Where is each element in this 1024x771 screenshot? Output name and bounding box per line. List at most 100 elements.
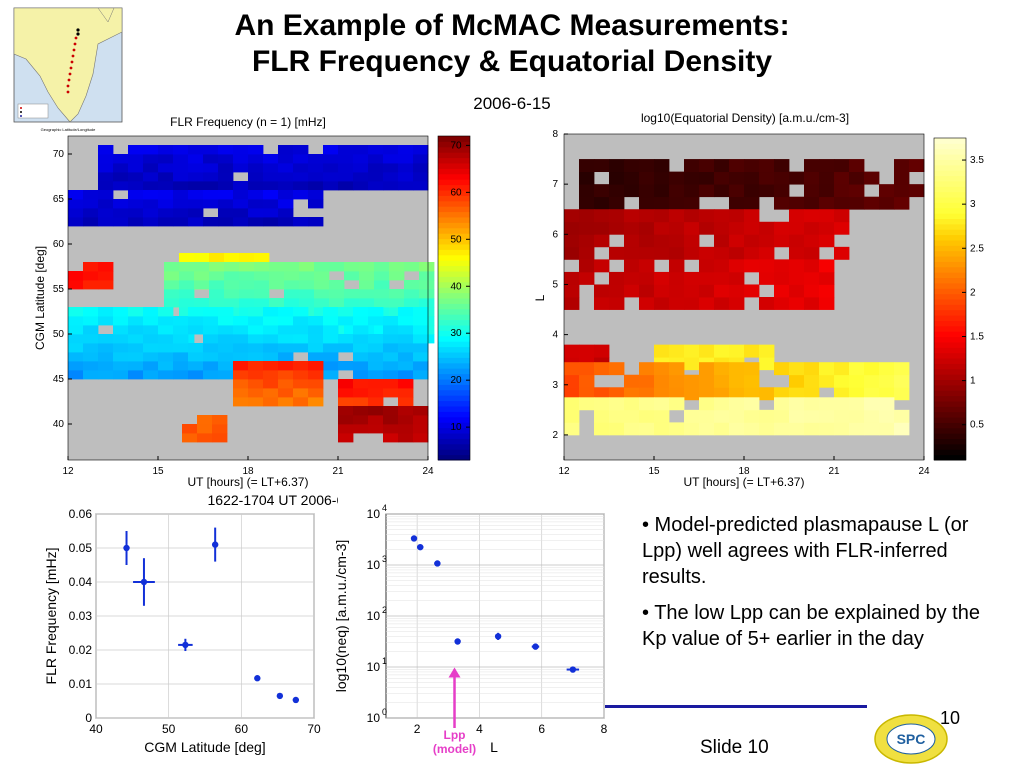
flr-heatmap-cell (263, 388, 279, 398)
density-heatmap-cell (699, 374, 715, 388)
density-heatmap-cell (819, 297, 835, 310)
flr-heatmap-cell (338, 154, 354, 164)
density-heatmap-cell (864, 387, 880, 401)
density-heatmap-cell (714, 284, 730, 298)
flr-heatmap-cell (164, 280, 180, 290)
slide-label: Slide 10 (700, 737, 769, 758)
density-colorbar-step (934, 282, 966, 289)
density-colorbar-step (934, 395, 966, 402)
density-colorbar-tick-label: 3 (970, 199, 976, 210)
flr-colorbar-step (438, 206, 470, 213)
flr-heatmap-cell (383, 181, 399, 191)
flr-heatmap-cell (209, 271, 225, 281)
flr-heatmap-cell (212, 415, 228, 425)
density-heatmap-cell (894, 422, 910, 436)
flr-heatmap-cell (413, 343, 429, 353)
density-heatmap-cell (804, 184, 820, 198)
flr-heatmap-cell (98, 307, 114, 317)
flr-heatmap-cell (248, 388, 264, 398)
flr-heatmap-cell (203, 190, 219, 200)
flr-heatmap-cell (398, 325, 414, 335)
flr-scatter-y-ticks: 0 0.01 0.02 0.03 0.04 0.05 0.06 (69, 507, 93, 725)
density-heatmap-xlabel: UT [hours] (= LT+6.37) (684, 475, 805, 489)
density-colorbar-step (934, 256, 966, 262)
flr-heatmap-cell (173, 172, 189, 182)
flr-heatmap-cell (143, 343, 159, 353)
flr-heatmap-cell (188, 352, 204, 362)
flr-heatmap-cell (248, 325, 264, 335)
density-heatmap-cell (669, 362, 685, 376)
flr-heatmap-cell (233, 217, 249, 227)
flr-heatmap-cell (308, 217, 324, 227)
density-heatmap-cell (699, 184, 715, 198)
density-heatmap-cell (699, 246, 715, 260)
density-heatmap-cell (594, 344, 610, 358)
flr-heatmap-cell (398, 397, 414, 407)
flr-heatmap-cell (158, 217, 174, 227)
flr-heatmap-cell (143, 199, 159, 209)
flr-scatter-y-tick-label: 0.03 (69, 609, 93, 623)
density-heatmap-cell (684, 284, 700, 298)
flr-heatmap-cell (353, 379, 369, 389)
flr-heatmap-cell (98, 190, 114, 200)
density-heatmap-cell (789, 387, 805, 401)
flr-heatmap-cell (128, 352, 144, 362)
flr-heatmap-cell (83, 190, 99, 200)
flr-scatter-xlabel: CGM Latitude [deg] (144, 739, 265, 755)
density-heatmap-cell (789, 409, 805, 423)
flr-heatmap-cell (308, 361, 324, 371)
density-colorbar-step (934, 336, 966, 343)
density-heatmap-cell (639, 221, 655, 235)
density-heatmap-cell (669, 209, 685, 223)
flr-heatmap-cell (113, 325, 129, 335)
flr-colorbar-step (438, 190, 470, 196)
density-heatmap-cell (879, 374, 895, 388)
flr-heatmap-cell (179, 298, 195, 308)
density-colorbar-step (934, 299, 966, 305)
density-heatmap-cell (774, 159, 790, 173)
density-heatmap-cell (579, 246, 595, 260)
flr-heatmap-cell (128, 316, 144, 326)
density-heatmap-x-tick-label: 21 (828, 466, 840, 477)
flr-heatmap-cell (374, 298, 390, 308)
flr-heatmap-cell (338, 415, 354, 425)
flr-heatmap-cell (98, 352, 114, 362)
flr-heatmap-cell (413, 352, 429, 362)
flr-colorbar-step (438, 298, 470, 304)
flr-heatmap-cell (143, 154, 159, 164)
flr-heatmap-title: FLR Frequency (n = 1) [mHz] (170, 115, 326, 129)
flr-heatmap-cell (383, 172, 399, 182)
density-heatmap-cell (639, 196, 655, 210)
flr-heatmap-cell (203, 217, 219, 227)
flr-heatmap-cell (413, 406, 429, 416)
flr-heatmap-cell (344, 325, 360, 335)
density-scatter-y-tick-label: 10 (367, 711, 381, 725)
flr-colorbar-step (438, 384, 470, 391)
density-heatmap-cell (789, 374, 805, 388)
density-heatmap-cell (669, 374, 685, 388)
density-heatmap-cell (564, 209, 580, 223)
flr-heatmap-cell (263, 190, 279, 200)
density-heatmap-cell (759, 387, 775, 401)
flr-scatter-points (123, 527, 300, 704)
density-heatmap-cell (624, 284, 640, 298)
density-heatmap-cell (789, 397, 805, 411)
flr-heatmap-cell (353, 352, 369, 362)
density-colorbar-step (934, 454, 966, 461)
density-heatmap-cell (564, 397, 580, 411)
flr-heatmap-cell (359, 271, 375, 281)
density-colorbar-step (934, 154, 966, 160)
density-heatmap-cell (894, 409, 910, 423)
flr-heatmap-cell (143, 370, 159, 380)
density-heatmap-cell (819, 209, 835, 223)
density-heatmap-cell (684, 271, 700, 285)
flr-heatmap-cell (248, 172, 264, 182)
flr-heatmap-cell (194, 280, 210, 290)
flr-heatmap-cell (368, 316, 384, 326)
density-colorbar-step (934, 277, 966, 284)
density-heatmap-cell (654, 196, 670, 210)
flr-heatmap-cell (233, 388, 249, 398)
flr-heatmap-cell (338, 424, 354, 434)
flr-colorbar-step (438, 341, 470, 348)
density-heatmap-cell (684, 387, 700, 401)
